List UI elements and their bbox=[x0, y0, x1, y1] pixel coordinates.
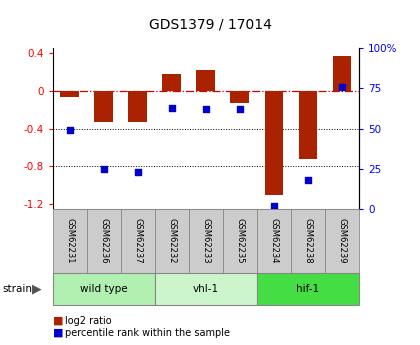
Text: ■: ■ bbox=[52, 316, 63, 326]
Text: hif-1: hif-1 bbox=[297, 284, 320, 294]
Bar bbox=[265, 91, 284, 195]
Bar bbox=[52, 273, 155, 305]
Bar bbox=[291, 209, 325, 273]
Text: vhl-1: vhl-1 bbox=[193, 284, 219, 294]
Bar bbox=[299, 91, 318, 159]
Bar bbox=[155, 273, 257, 305]
Point bbox=[236, 107, 243, 112]
Text: wild type: wild type bbox=[80, 284, 127, 294]
Text: GSM62234: GSM62234 bbox=[270, 218, 278, 263]
Text: GSM62235: GSM62235 bbox=[235, 218, 244, 263]
Point bbox=[202, 107, 209, 112]
Bar bbox=[223, 209, 257, 273]
Text: GSM62232: GSM62232 bbox=[167, 218, 176, 263]
Bar bbox=[333, 56, 352, 91]
Bar bbox=[52, 209, 87, 273]
Bar bbox=[163, 74, 181, 91]
Text: ■: ■ bbox=[52, 328, 63, 338]
Bar bbox=[87, 209, 121, 273]
Text: GSM62231: GSM62231 bbox=[65, 218, 74, 263]
Point bbox=[339, 84, 345, 90]
Text: GSM62238: GSM62238 bbox=[304, 218, 312, 264]
Bar bbox=[94, 91, 113, 122]
Bar bbox=[325, 209, 359, 273]
Bar bbox=[128, 91, 147, 122]
Text: GSM62237: GSM62237 bbox=[133, 218, 142, 264]
Bar bbox=[155, 209, 189, 273]
Point bbox=[134, 169, 141, 175]
Point bbox=[304, 177, 311, 183]
Text: log2 ratio: log2 ratio bbox=[65, 316, 112, 326]
Bar bbox=[257, 209, 291, 273]
Point bbox=[168, 105, 175, 110]
Bar bbox=[257, 273, 359, 305]
Point bbox=[66, 127, 73, 133]
Bar bbox=[231, 91, 249, 103]
Bar bbox=[189, 209, 223, 273]
Text: GSM62236: GSM62236 bbox=[99, 218, 108, 264]
Text: percentile rank within the sample: percentile rank within the sample bbox=[65, 328, 230, 338]
Point bbox=[100, 166, 107, 171]
Bar bbox=[197, 70, 215, 91]
Text: ▶: ▶ bbox=[32, 283, 41, 295]
Text: GSM62233: GSM62233 bbox=[201, 218, 210, 264]
Point bbox=[270, 203, 277, 208]
Text: GDS1379 / 17014: GDS1379 / 17014 bbox=[149, 17, 271, 31]
Text: strain: strain bbox=[2, 284, 32, 294]
Bar bbox=[60, 91, 79, 97]
Text: GSM62239: GSM62239 bbox=[338, 218, 346, 263]
Bar bbox=[121, 209, 155, 273]
